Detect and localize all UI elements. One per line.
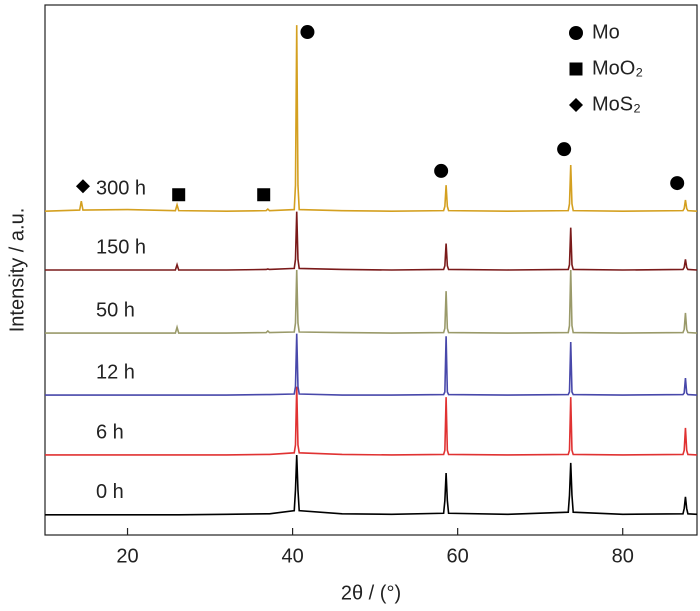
series-label: 300 h	[96, 177, 146, 199]
legend-symbol	[569, 62, 583, 76]
legend-label: MoS₂	[592, 93, 641, 115]
x-tick-label: 40	[281, 545, 303, 567]
legend-label: MoO₂	[592, 57, 643, 79]
peak-marker	[300, 25, 315, 40]
series-label: 50 h	[96, 299, 135, 321]
peak-marker	[434, 163, 449, 178]
series-line	[45, 386, 698, 456]
x-tick-label: 80	[612, 545, 634, 567]
x-tick-label: 60	[447, 545, 469, 567]
x-axis-label: 2θ / (°)	[341, 582, 401, 604]
series-label: 0 h	[96, 481, 124, 503]
peak-marker	[670, 176, 685, 191]
series-label: 150 h	[96, 236, 146, 258]
series-line	[45, 269, 698, 334]
legend-symbol	[569, 26, 583, 40]
series-line	[44, 25, 698, 212]
series-label: 6 h	[96, 421, 124, 443]
series-line	[45, 211, 698, 271]
peak-marker	[557, 142, 572, 157]
series-line	[45, 333, 698, 396]
x-tick-label: 20	[116, 545, 138, 567]
y-axis-label: Intensity / a.u.	[6, 208, 28, 333]
peak-marker	[257, 188, 271, 202]
peak-marker	[172, 188, 186, 202]
series-label: 12 h	[96, 361, 135, 383]
legend-label: Mo	[592, 21, 620, 43]
peak-marker	[75, 179, 90, 194]
legend-symbol	[569, 98, 583, 112]
series-line	[45, 454, 698, 516]
